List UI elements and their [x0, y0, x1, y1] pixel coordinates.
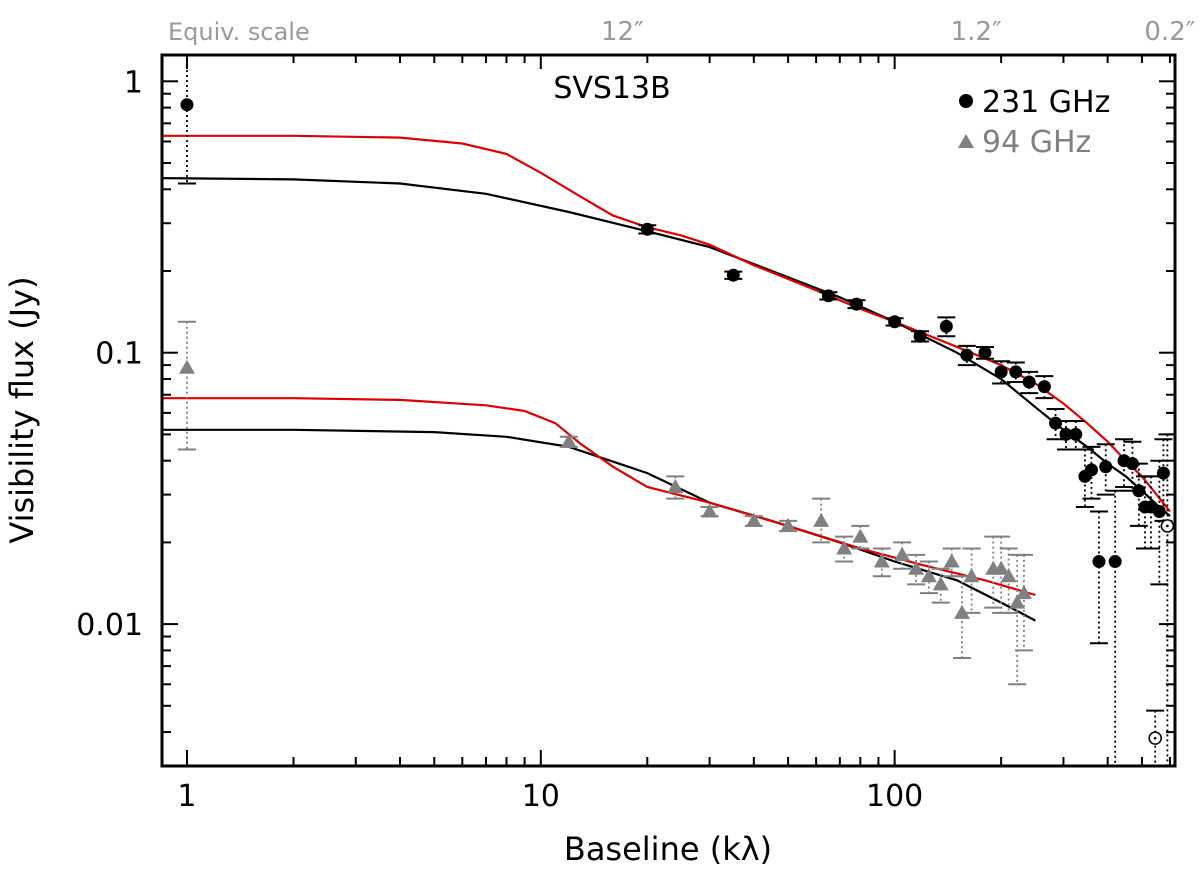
data-point-94ghz: [1000, 568, 1017, 583]
data-point-94ghz: [178, 359, 195, 374]
data-point-94ghz: [560, 433, 577, 448]
y-tick-label: 0.1: [95, 337, 143, 372]
legend-marker-231ghz: [959, 94, 973, 108]
model-curves: [161, 134, 1171, 622]
legend-label-94ghz: 94 GHz: [982, 125, 1091, 160]
data-point-94ghz: [963, 568, 980, 583]
data-point-231ghz: [849, 297, 863, 311]
data-point-231ghz: [1069, 427, 1083, 441]
data-point-231ghz: [1009, 365, 1023, 379]
data-point-231ghz-open-center: [1166, 524, 1169, 528]
data-point-94ghz: [943, 553, 960, 568]
data-point-231ghz: [1092, 555, 1106, 569]
data-point-231ghz: [1108, 555, 1122, 569]
data-point-94ghz: [852, 528, 869, 543]
legend: 231 GHz 94 GHz: [958, 85, 1110, 160]
model-curve: [162, 134, 1171, 513]
data-point-231ghz: [1152, 504, 1166, 518]
data-point-231ghz: [1059, 427, 1073, 441]
data-point-231ghz: [913, 329, 927, 343]
data-point-231ghz: [1084, 463, 1098, 477]
data-point-94ghz: [873, 553, 890, 568]
legend-label-231ghz: 231 GHz: [982, 85, 1110, 120]
data-point-231ghz: [1049, 416, 1063, 430]
model-curve: [161, 177, 1171, 517]
data-point-94ghz: [932, 576, 949, 591]
x-tick-label: 10: [522, 779, 560, 814]
data-point-94ghz: [745, 512, 762, 527]
top-axis-tick-label: 12″: [601, 17, 644, 47]
data-point-94ghz: [836, 540, 853, 555]
y-tick-label: 0.01: [76, 608, 143, 643]
chart-title: SVS13B: [553, 71, 670, 106]
data-point-94ghz: [780, 517, 797, 532]
data-point-231ghz: [960, 348, 974, 362]
data-point-231ghz: [888, 315, 902, 329]
y-axis-label: Visibility flux (Jy): [3, 276, 41, 543]
data-point-231ghz: [180, 98, 194, 112]
data-point-94ghz: [813, 512, 830, 527]
data-point-231ghz-open-center: [1153, 736, 1157, 740]
x-tick-label: 1: [177, 779, 196, 814]
top-axis-tick-label: 1.2″: [951, 17, 1002, 47]
data-point-231ghz: [1037, 380, 1051, 394]
error-bars: [177, 54, 1177, 766]
axes-layer: 1 10 100 12″ 1.2″ 0.2″ 1 0.1 0.01: [76, 17, 1196, 814]
top-axis-label: Equiv. scale: [168, 18, 310, 46]
data-point-231ghz: [726, 268, 740, 282]
data-point-231ghz: [1099, 460, 1113, 474]
data-point-94ghz: [908, 560, 925, 575]
data-point-231ghz: [1125, 457, 1139, 471]
data-point-94ghz: [993, 560, 1010, 575]
data-point-231ghz: [994, 365, 1008, 379]
data-point-231ghz: [640, 222, 654, 236]
data-point-94ghz: [701, 503, 718, 518]
model-curve: [162, 428, 1036, 622]
top-axis-tick-label: 0.2″: [1144, 17, 1195, 47]
data-points: [178, 98, 1175, 745]
data-point-94ghz: [920, 568, 937, 583]
data-point-231ghz: [978, 346, 992, 360]
data-point-94ghz: [953, 604, 970, 619]
data-point-94ghz: [1015, 585, 1032, 600]
data-point-94ghz: [894, 546, 911, 561]
data-point-231ghz: [1156, 466, 1170, 480]
data-point-231ghz: [1022, 375, 1036, 389]
data-point-231ghz: [821, 289, 835, 303]
plot-frame: [160, 53, 1177, 768]
data-point-231ghz: [939, 319, 953, 333]
legend-marker-94ghz: [958, 134, 974, 148]
data-point-231ghz: [1132, 484, 1146, 498]
y-tick-label: 1: [124, 65, 143, 100]
x-axis-label: Baseline (kλ): [564, 830, 772, 868]
x-tick-label: 100: [866, 779, 923, 814]
data-point-94ghz: [667, 478, 684, 493]
data-point-94ghz: [1009, 594, 1026, 609]
